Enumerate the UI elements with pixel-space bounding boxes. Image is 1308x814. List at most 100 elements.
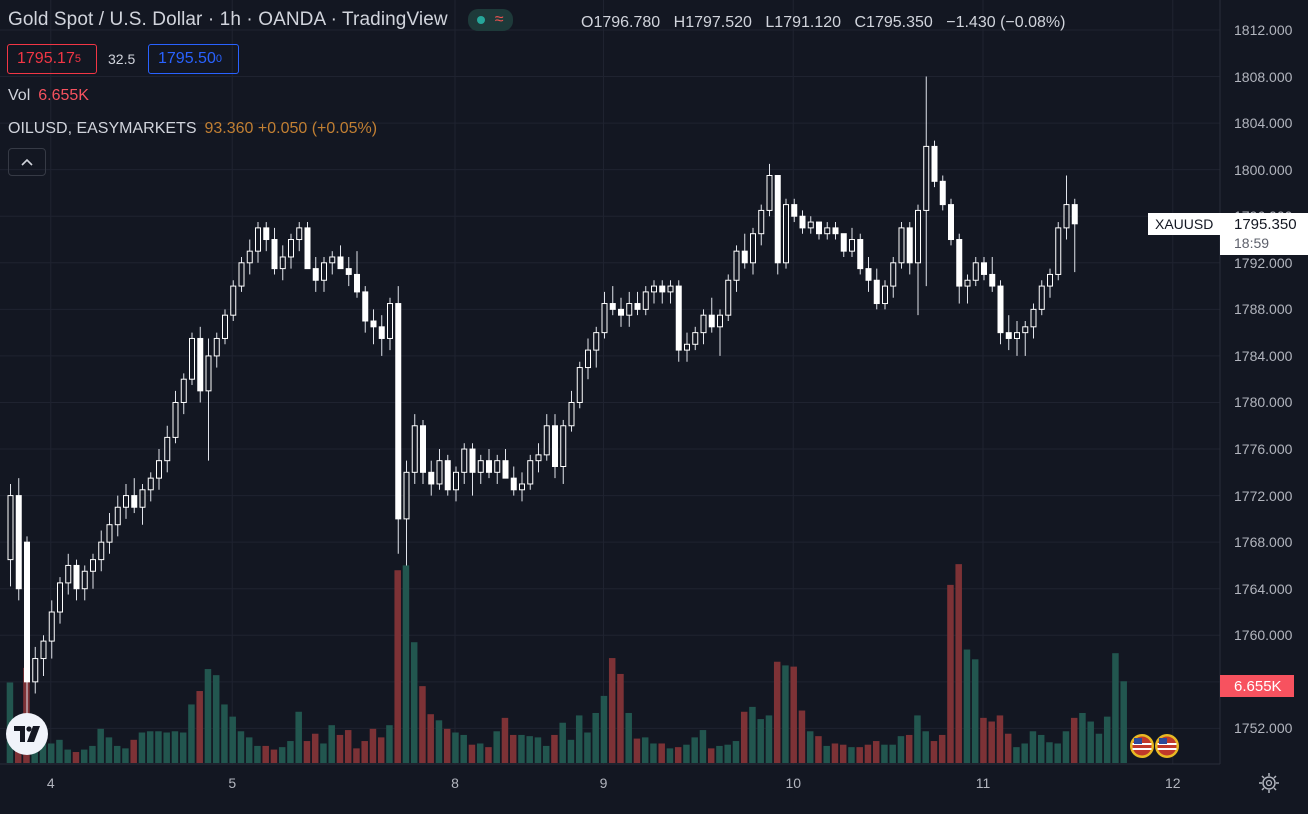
sell-button[interactable]: 1795.17 5 bbox=[7, 44, 97, 74]
volume-bar bbox=[89, 745, 96, 763]
candle-down bbox=[906, 227, 913, 264]
symbol-title[interactable]: Gold Spot / U.S. Dollar · 1h · OANDA · T… bbox=[8, 9, 448, 30]
volume-bar bbox=[782, 665, 789, 763]
gear-icon[interactable] bbox=[1258, 772, 1280, 794]
volume-bar bbox=[641, 737, 649, 763]
volume-bar bbox=[377, 737, 385, 763]
time-tick-label: 9 bbox=[599, 775, 608, 791]
chart-grid bbox=[0, 0, 1220, 764]
collapse-legend-button[interactable] bbox=[8, 148, 46, 176]
volume-bar bbox=[402, 565, 410, 763]
candle-up bbox=[692, 332, 699, 345]
volume-bar bbox=[575, 715, 583, 763]
candle-down bbox=[131, 495, 138, 508]
candle-down bbox=[857, 239, 864, 270]
volume-bar bbox=[848, 747, 855, 763]
candle-up bbox=[40, 640, 47, 660]
candle-up bbox=[717, 314, 723, 328]
candle-up bbox=[972, 262, 979, 281]
volume-bar bbox=[988, 721, 995, 763]
volume-bar bbox=[633, 738, 641, 763]
volume-bar bbox=[567, 739, 575, 763]
economic-events[interactable] bbox=[1129, 732, 1181, 760]
volume-bar bbox=[839, 744, 847, 763]
volume-bar bbox=[691, 737, 698, 763]
volume-bar bbox=[963, 649, 971, 763]
compare-legend[interactable]: OILUSD, EASYMARKETS 93.360 +0.050 (+0.05%… bbox=[8, 120, 377, 138]
candle-up bbox=[180, 378, 187, 403]
candle-up bbox=[1014, 332, 1020, 339]
candle-up bbox=[733, 250, 740, 281]
candle-up bbox=[453, 471, 459, 491]
volume-bar bbox=[897, 736, 905, 763]
volume-bar bbox=[303, 741, 311, 763]
buy-price: 1795.50 bbox=[158, 50, 216, 67]
candle-up bbox=[898, 227, 905, 264]
volume-bar bbox=[179, 732, 187, 763]
close-label: C bbox=[854, 14, 867, 31]
market-status[interactable]: ≈ bbox=[467, 9, 513, 31]
volume-bar bbox=[683, 744, 690, 763]
price-tick-label: 1788.000 bbox=[1234, 301, 1293, 318]
volume-bar bbox=[493, 731, 500, 763]
buy-button[interactable]: 1795.50 0 bbox=[148, 44, 239, 74]
volume-tag: 6.655K bbox=[1220, 675, 1294, 697]
last-price: 1795.350 bbox=[1234, 216, 1297, 233]
volume-bar bbox=[460, 734, 467, 763]
volume-bar bbox=[1004, 733, 1012, 763]
volume-bar bbox=[724, 744, 731, 763]
candle-up bbox=[667, 285, 674, 293]
candle-down bbox=[395, 303, 402, 520]
volume-bar bbox=[905, 734, 913, 763]
candle-down bbox=[989, 273, 996, 287]
volume-value: 6.655K bbox=[38, 87, 89, 104]
us-flag-icon[interactable] bbox=[1130, 734, 1154, 758]
volume-bar bbox=[922, 731, 929, 763]
candle-up bbox=[279, 256, 286, 270]
volume-bar bbox=[542, 745, 550, 763]
candle-up bbox=[626, 303, 633, 316]
candle-up bbox=[387, 303, 393, 339]
volume-bar bbox=[1054, 743, 1061, 763]
candle-down bbox=[774, 175, 781, 264]
low-label: L bbox=[765, 14, 775, 31]
volume-bar bbox=[856, 747, 863, 763]
symbol-tag: XAUUSD bbox=[1148, 213, 1220, 235]
candle-down bbox=[552, 425, 558, 468]
candle-up bbox=[477, 460, 484, 473]
volume-bar bbox=[122, 748, 129, 763]
volume-bar bbox=[980, 717, 987, 763]
candle-down bbox=[865, 268, 872, 281]
volume-bar bbox=[476, 743, 484, 763]
volume-bar bbox=[369, 728, 377, 763]
bar-countdown: 18:59 bbox=[1234, 235, 1270, 251]
volume-bar bbox=[749, 706, 756, 763]
tradingview-logo[interactable] bbox=[6, 713, 48, 755]
volume-bar bbox=[773, 661, 781, 763]
volume-bar bbox=[80, 749, 88, 763]
volume-bar bbox=[1087, 721, 1094, 763]
candle-down bbox=[832, 227, 839, 235]
volume-bar bbox=[394, 570, 401, 763]
candle-up bbox=[329, 256, 336, 264]
candle-up bbox=[57, 582, 63, 613]
candle-up bbox=[403, 471, 410, 520]
volume-bar bbox=[716, 745, 723, 763]
close-value: 1795.350 bbox=[866, 14, 933, 31]
symbol-legend[interactable]: Gold Spot / U.S. Dollar · 1h · OANDA · T… bbox=[8, 9, 513, 31]
volume-bar bbox=[295, 711, 302, 763]
candle-up bbox=[642, 291, 649, 310]
candle-up bbox=[321, 262, 327, 281]
volume-bar bbox=[757, 719, 764, 763]
us-flag-icon[interactable] bbox=[1155, 734, 1179, 758]
spread-value: 32.5 bbox=[108, 51, 136, 67]
candle-down bbox=[708, 314, 715, 328]
volume-bar bbox=[889, 744, 896, 763]
volume-legend[interactable]: Vol 6.655K bbox=[8, 87, 89, 105]
candle-up bbox=[1038, 285, 1045, 310]
time-tick-label: 8 bbox=[451, 775, 459, 791]
price-tick-label: 1752.000 bbox=[1234, 720, 1293, 737]
price-tick-label: 1812.000 bbox=[1234, 22, 1293, 38]
candle-down bbox=[263, 227, 270, 241]
